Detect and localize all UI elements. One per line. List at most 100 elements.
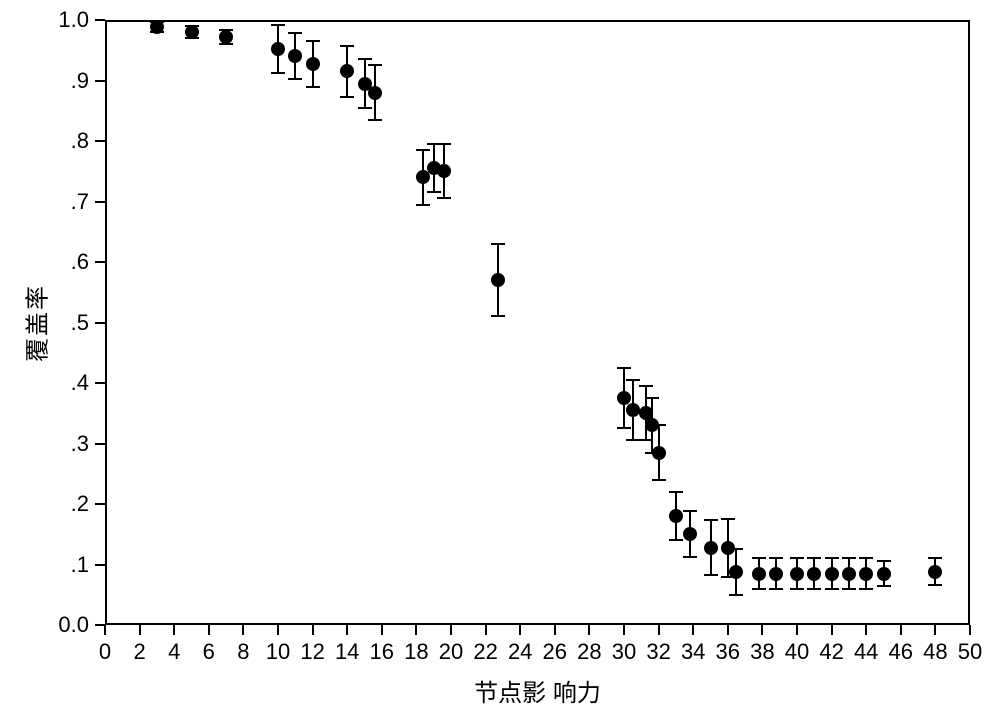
data-point [825, 567, 839, 581]
errorbar-cap [669, 491, 683, 493]
x-tick [796, 625, 798, 635]
x-tick [623, 625, 625, 635]
x-tick [934, 625, 936, 635]
x-tick [208, 625, 210, 635]
data-point [491, 273, 505, 287]
x-tick-label: 14 [335, 639, 359, 665]
errorbar-cap [877, 560, 891, 562]
x-tick [865, 625, 867, 635]
chart-figure: 节点影 响力 覆盖率 02468101214161820222426283032… [0, 0, 1000, 716]
x-tick-label: 6 [203, 639, 215, 665]
x-tick-label: 18 [404, 639, 428, 665]
data-point [859, 567, 873, 581]
y-axis-label: 覆盖率 [18, 284, 53, 362]
data-point [683, 527, 697, 541]
errorbar-cap [859, 557, 873, 559]
x-tick [312, 625, 314, 635]
errorbar-cap [306, 40, 320, 42]
y-tick-label: .3 [71, 431, 89, 457]
errorbar-cap [617, 367, 631, 369]
data-point [340, 64, 354, 78]
x-tick [173, 625, 175, 635]
y-tick [95, 503, 105, 505]
x-tick-label: 8 [237, 639, 249, 665]
x-tick-label: 40 [785, 639, 809, 665]
errorbar-cap [807, 557, 821, 559]
x-tick [381, 625, 383, 635]
errorbar-cap [790, 588, 804, 590]
errorbar-cap [842, 557, 856, 559]
x-tick [346, 625, 348, 635]
errorbar-cap [807, 588, 821, 590]
errorbar-cap [271, 72, 285, 74]
data-point [437, 164, 451, 178]
x-tick-label: 38 [750, 639, 774, 665]
x-tick [277, 625, 279, 635]
errorbar-cap [626, 439, 640, 441]
data-point [271, 42, 285, 56]
y-tick [95, 80, 105, 82]
errorbar-cap [704, 574, 718, 576]
errorbar-cap [368, 64, 382, 66]
x-tick [415, 625, 417, 635]
x-tick [242, 625, 244, 635]
data-point [626, 403, 640, 417]
errorbar-cap [368, 119, 382, 121]
y-tick [95, 261, 105, 263]
errorbar-cap [639, 385, 653, 387]
x-tick-label: 44 [854, 639, 878, 665]
x-tick-label: 34 [681, 639, 705, 665]
x-tick [692, 625, 694, 635]
y-tick-label: .1 [71, 552, 89, 578]
errorbar-cap [683, 556, 697, 558]
y-tick [95, 624, 105, 626]
errorbar-cap [340, 96, 354, 98]
errorbar-cap [729, 548, 743, 550]
errorbar-cap [288, 32, 302, 34]
data-point [368, 86, 382, 100]
y-tick [95, 564, 105, 566]
data-point [652, 446, 666, 460]
y-tick-label: .2 [71, 491, 89, 517]
errorbar-cap [652, 479, 666, 481]
errorbar-cap [721, 518, 735, 520]
data-point [752, 567, 766, 581]
errorbar-cap [358, 107, 372, 109]
errorbar-cap [340, 45, 354, 47]
errorbar-cap [416, 204, 430, 206]
y-tick [95, 443, 105, 445]
y-tick-label: .7 [71, 189, 89, 215]
errorbar-cap [928, 557, 942, 559]
errorbar-cap [416, 149, 430, 151]
errorbar-cap [859, 588, 873, 590]
x-tick-label: 22 [473, 639, 497, 665]
x-tick [554, 625, 556, 635]
errorbar-cap [752, 557, 766, 559]
errorbar-cap [683, 510, 697, 512]
x-tick-label: 26 [543, 639, 567, 665]
errorbar-cap [427, 191, 441, 193]
errorbar-cap [669, 539, 683, 541]
errorbar-cap [617, 427, 631, 429]
x-tick [139, 625, 141, 635]
errorbar-cap [769, 557, 783, 559]
errorbar-cap [842, 588, 856, 590]
data-point [704, 541, 718, 555]
errorbar-cap [704, 519, 718, 521]
x-tick-label: 24 [508, 639, 532, 665]
x-tick [658, 625, 660, 635]
x-axis-label: 节点影 响力 [474, 673, 601, 708]
x-tick-label: 0 [99, 639, 111, 665]
x-tick [969, 625, 971, 635]
x-tick [727, 625, 729, 635]
y-tick-label: .9 [71, 68, 89, 94]
errorbar-cap [437, 197, 451, 199]
x-tick-label: 2 [133, 639, 145, 665]
x-tick [485, 625, 487, 635]
data-point [306, 57, 320, 71]
errorbar-cap [626, 379, 640, 381]
errorbar-cap [437, 143, 451, 145]
data-point [877, 567, 891, 581]
y-tick-label: .5 [71, 310, 89, 336]
x-tick [450, 625, 452, 635]
